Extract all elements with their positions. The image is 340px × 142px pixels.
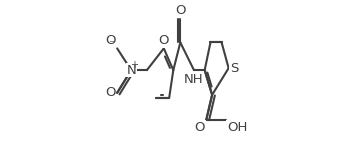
- Text: O: O: [158, 34, 169, 47]
- Text: O: O: [175, 4, 186, 17]
- Text: OH: OH: [227, 121, 248, 134]
- Text: O: O: [105, 86, 116, 99]
- Text: O: O: [105, 34, 116, 47]
- Text: +: +: [130, 59, 138, 70]
- Text: N: N: [127, 64, 137, 77]
- Text: S: S: [230, 62, 238, 75]
- Text: ⁻: ⁻: [108, 38, 115, 51]
- Text: O: O: [194, 121, 205, 134]
- Text: NH: NH: [184, 73, 204, 86]
